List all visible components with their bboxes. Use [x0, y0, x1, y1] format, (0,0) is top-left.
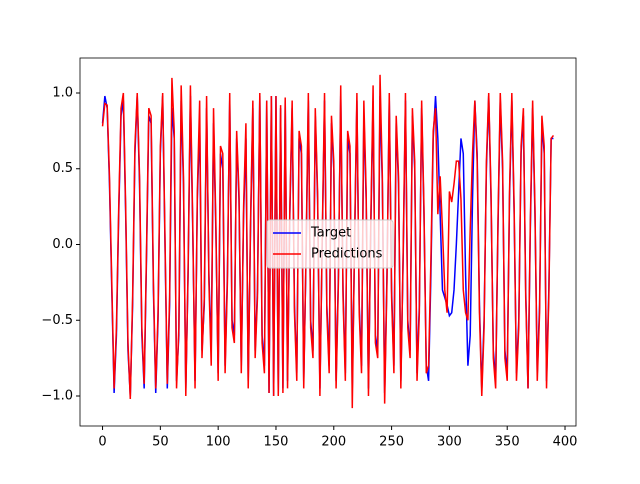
x-tick-label: 100: [206, 435, 231, 450]
y-tick-label: −0.5: [41, 313, 73, 328]
legend-label: Predictions: [311, 247, 383, 262]
y-tick-label: 0.5: [52, 161, 73, 176]
plot-frame: [79, 57, 577, 427]
legend-label: Target: [310, 226, 351, 241]
x-tick-label: 250: [379, 435, 404, 450]
x-tick-label: 300: [437, 435, 462, 450]
x-tick-label: 50: [152, 435, 169, 450]
series-line: [101, 74, 555, 409]
legend-box: [266, 219, 394, 269]
y-tick-label: 1.0: [52, 85, 73, 100]
x-tick-label: 0: [98, 435, 106, 450]
y-tick-label: −1.0: [41, 389, 73, 404]
x-tick-label: 200: [321, 435, 346, 450]
x-tick-label: 400: [553, 435, 578, 450]
x-tick-label: 350: [495, 435, 520, 450]
y-tick-label: 0.0: [52, 237, 73, 252]
x-tick-label: 150: [264, 435, 289, 450]
